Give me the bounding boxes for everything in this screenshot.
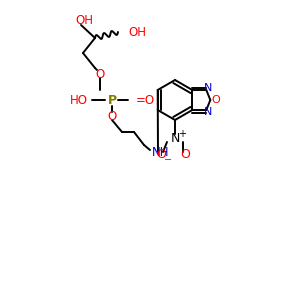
Text: N: N [170,131,180,145]
Text: O: O [107,110,117,122]
Text: OH: OH [75,14,93,26]
Text: =O: =O [136,94,155,106]
Text: O: O [95,68,105,80]
Text: HO: HO [70,94,88,106]
Text: O: O [156,148,166,161]
Text: NH: NH [152,146,169,158]
Text: P: P [107,94,117,106]
Text: O: O [180,148,190,161]
Text: N: N [204,83,212,93]
Text: −: − [164,155,172,165]
Text: O: O [211,95,220,105]
Text: N: N [204,107,212,117]
Text: OH: OH [128,26,146,38]
Text: +: + [178,129,186,139]
